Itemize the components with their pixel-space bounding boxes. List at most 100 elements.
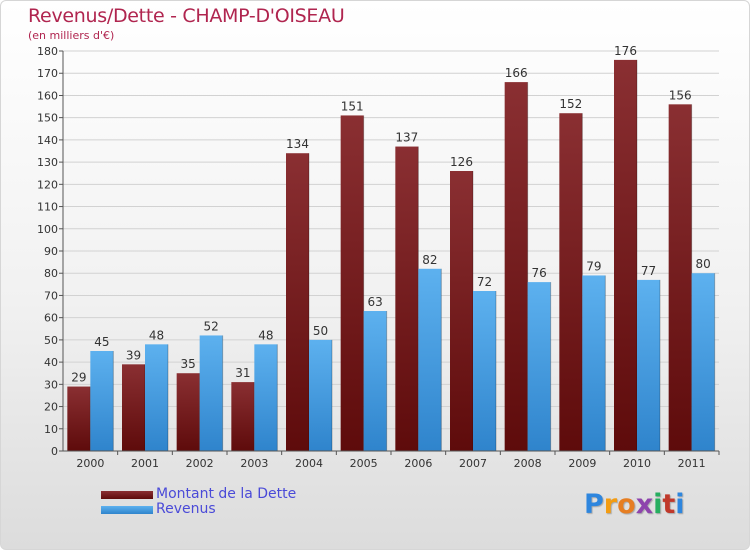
brand-logo-letter: o xyxy=(617,489,636,520)
x-tick-label: 2000 xyxy=(76,457,104,470)
data-label-revenus-2005: 63 xyxy=(368,295,383,309)
bar-revenus-2002 xyxy=(199,335,223,451)
data-label-revenus-2002: 52 xyxy=(204,319,219,333)
x-tick-label: 2006 xyxy=(404,457,432,470)
y-tick-label: 30 xyxy=(44,378,58,391)
bar-revenus-2006 xyxy=(418,268,442,451)
y-tick-label: 150 xyxy=(37,112,58,125)
brand-logo-letter: r xyxy=(603,489,618,520)
bar-debt-2009 xyxy=(559,113,583,451)
bar-revenus-2011 xyxy=(691,273,715,451)
bar-debt-2000 xyxy=(67,386,91,451)
bar-revenus-2008 xyxy=(527,282,551,451)
y-tick-label: 130 xyxy=(37,156,58,169)
bar-debt-2007 xyxy=(450,171,473,451)
x-tick-label: 2003 xyxy=(240,457,268,470)
data-label-revenus-2008: 76 xyxy=(532,266,547,280)
data-label-debt-2000: 29 xyxy=(71,371,86,385)
x-tick-label: 2001 xyxy=(131,457,159,470)
y-tick-label: 160 xyxy=(37,89,58,102)
data-label-debt-2010: 176 xyxy=(614,44,637,58)
y-tick-label: 140 xyxy=(37,134,58,147)
legend-swatch-revenus xyxy=(101,506,153,514)
legend-label-revenus: Revenus xyxy=(156,501,216,517)
data-label-debt-2005: 151 xyxy=(341,99,364,113)
y-tick-label: 0 xyxy=(51,445,58,458)
data-label-debt-2003: 31 xyxy=(235,366,250,380)
bar-revenus-2009 xyxy=(582,275,606,451)
bars xyxy=(67,59,716,452)
y-tick-label: 100 xyxy=(37,223,58,236)
data-label-revenus-2011: 80 xyxy=(696,257,711,271)
y-tick-label: 70 xyxy=(44,289,58,302)
bar-debt-2002 xyxy=(176,373,200,451)
data-label-debt-2007: 126 xyxy=(450,155,473,169)
y-tick-label: 60 xyxy=(44,312,58,325)
axes: 0 10 20 30 40 50 60 70 80 90 100 110 120 130 140 150 160… xyxy=(37,45,720,470)
x-tick-label: 2008 xyxy=(514,457,542,470)
chart-title: Revenus/Dette - CHAMP-D'OISEAU xyxy=(28,5,345,27)
brand-logo-letter: i xyxy=(653,489,663,520)
y-tick-label: 40 xyxy=(44,356,58,369)
x-tick-label: 2011 xyxy=(678,457,706,470)
x-tick-label: 2002 xyxy=(186,457,214,470)
bar-revenus-2010 xyxy=(637,279,660,451)
x-tick-label: 2005 xyxy=(350,457,378,470)
y-tick-label: 50 xyxy=(44,334,58,347)
data-label-revenus-2007: 72 xyxy=(477,275,492,289)
x-tick-label: 2004 xyxy=(295,457,323,470)
bar-revenus-2000 xyxy=(90,351,114,451)
legend-label-debt: Montant de la Dette xyxy=(156,486,297,502)
bar-revenus-2001 xyxy=(145,344,168,451)
bar-debt-2004 xyxy=(286,153,309,451)
bar-revenus-2005 xyxy=(363,311,387,451)
legend-swatch-debt xyxy=(101,491,153,499)
bar-debt-2010 xyxy=(614,59,637,452)
y-tick-label: 120 xyxy=(37,178,58,191)
brand-logo-letter: x xyxy=(635,489,654,520)
y-tick-label: 80 xyxy=(44,267,58,280)
brand-logo-letter: P xyxy=(584,489,604,520)
bar-revenus-2007 xyxy=(473,291,496,451)
brand-logo: Proxiti xyxy=(584,489,685,520)
data-labels: 29 45 39 48 35 52 31 48 134 50 151 63 137 82 126 72 166 7… xyxy=(71,44,711,385)
bar-debt-2011 xyxy=(668,104,692,451)
y-tick-label: 180 xyxy=(37,45,58,58)
brand-logo-letter: i xyxy=(675,489,685,520)
bar-debt-2006 xyxy=(395,146,419,452)
data-label-debt-2002: 35 xyxy=(181,357,196,371)
y-tick-label: 110 xyxy=(37,201,58,214)
grid-lines xyxy=(63,50,719,452)
bar-debt-2001 xyxy=(122,364,145,451)
data-label-revenus-2010: 77 xyxy=(641,264,656,278)
x-tick-label: 2009 xyxy=(568,457,596,470)
brand-logo-text: Proxiti xyxy=(584,489,685,520)
data-label-revenus-2009: 79 xyxy=(586,259,601,273)
x-tick-label: 2007 xyxy=(459,457,487,470)
y-tick-label: 90 xyxy=(44,245,58,258)
brand-logo-letter: t xyxy=(662,489,676,520)
bar-revenus-2004 xyxy=(309,339,332,451)
bar-revenus-2003 xyxy=(254,344,278,451)
bar-debt-2008 xyxy=(504,82,528,451)
data-label-revenus-2003: 48 xyxy=(258,328,273,342)
x-tick-label: 2010 xyxy=(623,457,651,470)
data-label-debt-2009: 152 xyxy=(559,97,582,111)
y-tick-label: 170 xyxy=(37,67,58,80)
data-label-debt-2001: 39 xyxy=(126,348,141,362)
data-label-debt-2011: 156 xyxy=(669,88,692,102)
data-label-debt-2008: 166 xyxy=(505,66,528,80)
data-label-revenus-2001: 48 xyxy=(149,328,164,342)
bar-debt-2005 xyxy=(340,115,364,451)
y-tick-label: 10 xyxy=(44,423,58,436)
data-label-debt-2004: 134 xyxy=(286,137,309,151)
chart-subtitle: (en milliers d'€) xyxy=(28,29,115,42)
data-label-revenus-2000: 45 xyxy=(94,335,109,349)
data-label-debt-2006: 137 xyxy=(395,131,418,145)
data-label-revenus-2006: 82 xyxy=(422,253,437,267)
y-tick-label: 20 xyxy=(44,401,58,414)
data-label-revenus-2004: 50 xyxy=(313,324,328,338)
bar-debt-2003 xyxy=(231,382,255,451)
